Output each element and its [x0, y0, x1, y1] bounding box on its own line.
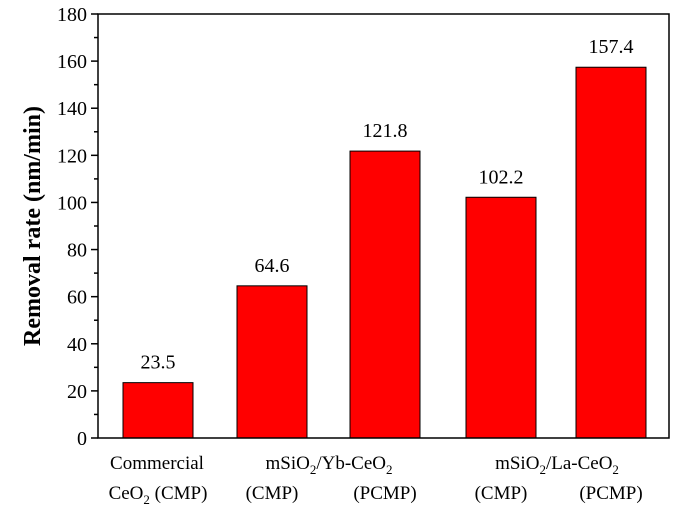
ticks-layer: 0 20 40 60 80 100 120 140 160 180: [57, 4, 98, 450]
y-axis-label: Removal rate (nm/min): [20, 106, 46, 346]
y-tick-label: 160: [57, 51, 87, 73]
y-tick-label: 140: [57, 98, 87, 120]
bar-value-label-3: 121.8: [363, 120, 408, 142]
y-tick-label: 180: [57, 4, 87, 26]
y-tick-label: 0: [77, 428, 87, 450]
x-label-yb-pcmp: (PCMP): [353, 483, 416, 504]
bar-3: [349, 150, 421, 439]
x-label-la-group: mSiO2/La-CeO2: [495, 453, 619, 477]
y-tick-label: 80: [67, 240, 87, 262]
x-label-ceo2-cmp: CeO2 (CMP): [109, 483, 208, 507]
bar-1: [122, 382, 194, 439]
x-label-yb-cmp: (CMP): [246, 483, 299, 504]
y-tick-label: 60: [67, 287, 87, 309]
x-label-yb-group: mSiO2/Yb-CeO2: [265, 453, 392, 477]
bars-layer: 23.5 64.6 121.8 102.2 157.4: [122, 36, 647, 439]
bar-5: [575, 66, 647, 439]
x-label-commercial: Commercial: [110, 453, 204, 474]
x-label-la-pcmp: (PCMP): [579, 483, 642, 504]
y-tick-label: 40: [67, 334, 87, 356]
bar-2: [236, 285, 308, 439]
bar-value-label-5: 157.4: [589, 36, 634, 58]
bar-value-label-4: 102.2: [479, 166, 524, 188]
x-label-la-cmp: (CMP): [475, 483, 528, 504]
bar-value-label-1: 23.5: [141, 352, 176, 374]
y-tick-label: 100: [57, 192, 87, 214]
bar-value-label-2: 64.6: [255, 255, 290, 277]
bar-4: [465, 196, 537, 439]
y-tick-label: 120: [57, 145, 87, 167]
y-tick-label: 20: [67, 381, 87, 403]
